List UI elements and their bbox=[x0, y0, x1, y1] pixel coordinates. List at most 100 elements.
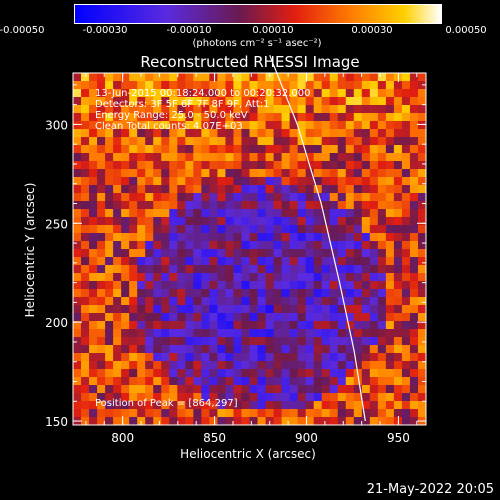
heatmap-cell bbox=[185, 313, 194, 322]
heatmap-cell bbox=[193, 201, 202, 210]
heatmap-cell bbox=[273, 329, 282, 338]
heatmap-cell bbox=[225, 241, 234, 250]
heatmap-cell bbox=[169, 169, 178, 178]
heatmap-cell bbox=[401, 337, 411, 346]
heatmap-cell bbox=[169, 321, 178, 330]
heatmap-cell bbox=[81, 89, 90, 98]
heatmap-cell bbox=[305, 153, 315, 162]
heatmap-cell bbox=[417, 305, 427, 314]
heatmap-cell bbox=[97, 409, 106, 418]
heatmap-cell bbox=[265, 193, 274, 202]
heatmap-cell bbox=[337, 305, 347, 314]
heatmap-cell bbox=[105, 121, 114, 130]
heatmap-cell bbox=[329, 89, 339, 98]
heatmap-cell bbox=[345, 209, 355, 218]
heatmap-cell bbox=[281, 241, 291, 250]
heatmap-cell bbox=[225, 105, 234, 114]
heatmap-cell bbox=[105, 201, 114, 210]
heatmap-cell bbox=[369, 161, 379, 170]
heatmap-cell bbox=[401, 97, 411, 106]
heatmap-cell bbox=[97, 361, 106, 370]
heatmap-cell bbox=[385, 113, 395, 122]
heatmap-cell bbox=[81, 377, 90, 386]
heatmap-cell bbox=[409, 257, 419, 266]
heatmap-cell bbox=[73, 217, 82, 226]
heatmap-cell bbox=[169, 281, 178, 290]
heatmap-cell bbox=[177, 393, 186, 402]
heatmap-cell bbox=[209, 169, 218, 178]
heatmap-cell bbox=[313, 297, 323, 306]
heatmap-cell bbox=[169, 89, 178, 98]
heatmap-cell bbox=[337, 361, 347, 370]
heatmap-cell bbox=[409, 161, 419, 170]
heatmap-cell bbox=[89, 305, 98, 314]
heatmap-cell bbox=[281, 417, 291, 426]
heatmap-cell bbox=[97, 169, 106, 178]
heatmap-cell bbox=[377, 73, 387, 82]
heatmap-cell bbox=[265, 377, 274, 386]
heatmap-cell bbox=[345, 225, 355, 234]
heatmap-cell bbox=[201, 217, 210, 226]
heatmap-cell bbox=[89, 353, 98, 362]
heatmap-cell bbox=[297, 281, 307, 290]
heatmap-cell bbox=[105, 105, 114, 114]
heatmap-cell bbox=[137, 313, 146, 322]
heatmap-cell bbox=[177, 225, 186, 234]
heatmap-cell bbox=[145, 353, 154, 362]
heatmap-cell bbox=[361, 249, 371, 258]
heatmap-cell bbox=[417, 409, 427, 418]
colorbar-tick-label: 0.00030 bbox=[351, 25, 393, 36]
heatmap-cell bbox=[377, 369, 387, 378]
heatmap-cell bbox=[377, 313, 387, 322]
heatmap-cell bbox=[329, 305, 339, 314]
heatmap-cell bbox=[201, 289, 210, 298]
heatmap-cell bbox=[385, 345, 395, 354]
heatmap-cell bbox=[393, 201, 403, 210]
solar-limb-curve bbox=[269, 54, 366, 422]
heatmap-cell bbox=[289, 297, 299, 306]
heatmap-cell bbox=[137, 89, 146, 98]
timestamp: 21-May-2022 20:05 bbox=[366, 482, 494, 497]
heatmap-cell bbox=[201, 281, 210, 290]
heatmap-cell bbox=[177, 337, 186, 346]
heatmap-cell bbox=[313, 193, 323, 202]
heatmap-cell bbox=[241, 409, 250, 418]
heatmap-cell bbox=[185, 193, 194, 202]
heatmap-cell bbox=[129, 393, 138, 402]
heatmap-cell bbox=[217, 409, 226, 418]
heatmap-cell bbox=[393, 265, 403, 274]
heatmap-cell bbox=[185, 113, 194, 122]
annotation-energy-range: Energy Range: 25.0 - 50.0 keV bbox=[95, 110, 248, 121]
heatmap-cell bbox=[169, 233, 178, 242]
heatmap-cell bbox=[233, 401, 242, 410]
heatmap-cell bbox=[273, 305, 282, 314]
heatmap-cell bbox=[153, 113, 162, 122]
heatmap-cell bbox=[265, 161, 274, 170]
heatmap-cell bbox=[193, 345, 202, 354]
heatmap-cell bbox=[169, 73, 178, 82]
heatmap-cell bbox=[385, 393, 395, 402]
heatmap-cell bbox=[121, 377, 130, 386]
heatmap-cell bbox=[265, 409, 274, 418]
heatmap-cell bbox=[353, 417, 363, 426]
heatmap-cell bbox=[289, 89, 299, 98]
heatmap-cell bbox=[393, 385, 403, 394]
heatmap-cell bbox=[121, 177, 130, 186]
heatmap-cell bbox=[193, 409, 202, 418]
heatmap-cell bbox=[281, 353, 291, 362]
heatmap-cell bbox=[385, 233, 395, 242]
heatmap-cell bbox=[353, 265, 363, 274]
heatmap-cell bbox=[217, 201, 226, 210]
heatmap-cell bbox=[417, 145, 427, 154]
heatmap-cell bbox=[289, 329, 299, 338]
heatmap-cell bbox=[393, 217, 403, 226]
heatmap-cell bbox=[337, 89, 347, 98]
heatmap-cell bbox=[177, 409, 186, 418]
heatmap-cell bbox=[169, 265, 178, 274]
heatmap-cell bbox=[361, 321, 371, 330]
heatmap-cell bbox=[249, 161, 258, 170]
heatmap-cell bbox=[89, 81, 98, 90]
heatmap-cell bbox=[265, 241, 274, 250]
heatmap-cell bbox=[113, 313, 122, 322]
heatmap-cell bbox=[353, 409, 363, 418]
